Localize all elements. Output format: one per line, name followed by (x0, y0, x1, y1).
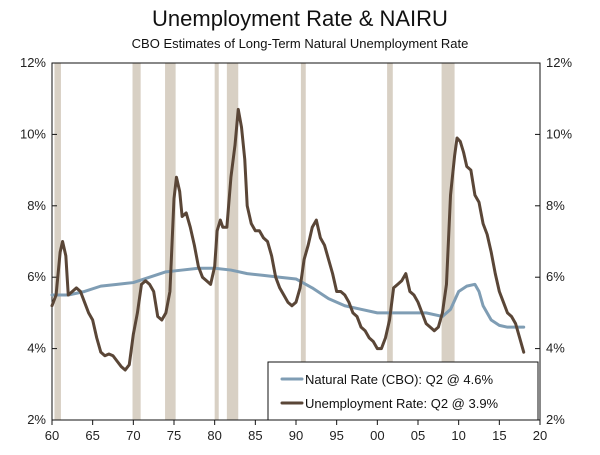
x-tick-label-5: 85 (248, 428, 262, 443)
y-tick-label-right-2: 6% (546, 269, 565, 284)
recession-band-4 (226, 63, 239, 420)
x-tick-label-4: 80 (207, 428, 221, 443)
x-tick-label-3: 75 (167, 428, 181, 443)
x-tick-label-1: 65 (85, 428, 99, 443)
x-tick-label-10: 10 (451, 428, 465, 443)
legend: Natural Rate (CBO): Q2 @ 4.6% Unemployme… (267, 361, 539, 421)
y-tick-label-left-4: 10% (20, 126, 46, 141)
recession-band-5 (300, 63, 306, 420)
y-tick-label-left-0: 2% (27, 412, 46, 427)
recession-band-2 (165, 63, 176, 420)
y-tick-label-left-5: 12% (20, 55, 46, 70)
series-lines (50, 107, 526, 372)
natural-rate-line (50, 266, 526, 329)
y-tick-label-left-1: 4% (27, 341, 46, 356)
y-tick-label-right-4: 10% (546, 126, 572, 141)
legend-label-natural-rate: Natural Rate (CBO): Q2 @ 4.6% (305, 372, 493, 387)
y-tick-label-right-5: 12% (546, 55, 572, 70)
y-tick-label-right-3: 8% (546, 198, 565, 213)
x-tick-label-0: 60 (45, 428, 59, 443)
axes: 2% 2% 4% 4% 6% 6% 8% 8% 10% 10% 12% 12% 60 65 70 75 80 85… (20, 55, 572, 443)
y-tick-label-right-0: 2% (546, 412, 565, 427)
x-tick-label-7: 95 (329, 428, 343, 443)
chart-title: Unemployment Rate & NAIRU (152, 6, 448, 31)
x-tick-label-11: 15 (492, 428, 506, 443)
x-tick-label-9: 05 (411, 428, 425, 443)
recession-band-0 (54, 63, 61, 420)
x-tick-label-8: 00 (370, 428, 384, 443)
legend-label-unemployment-rate: Unemployment Rate: Q2 @ 3.9% (305, 396, 499, 411)
y-tick-label-left-3: 8% (27, 198, 46, 213)
y-tick-label-left-2: 6% (27, 269, 46, 284)
x-tick-label-2: 70 (126, 428, 140, 443)
x-tick-label-12: 20 (533, 428, 547, 443)
unemployment-rate-line (50, 107, 526, 372)
chart-subtitle: CBO Estimates of Long-Term Natural Unemp… (132, 36, 469, 51)
legend-box (267, 361, 539, 421)
recession-band-6 (387, 63, 393, 420)
x-tick-label-6: 90 (289, 428, 303, 443)
recession-band-1 (132, 63, 141, 420)
y-tick-label-right-1: 4% (546, 341, 565, 356)
